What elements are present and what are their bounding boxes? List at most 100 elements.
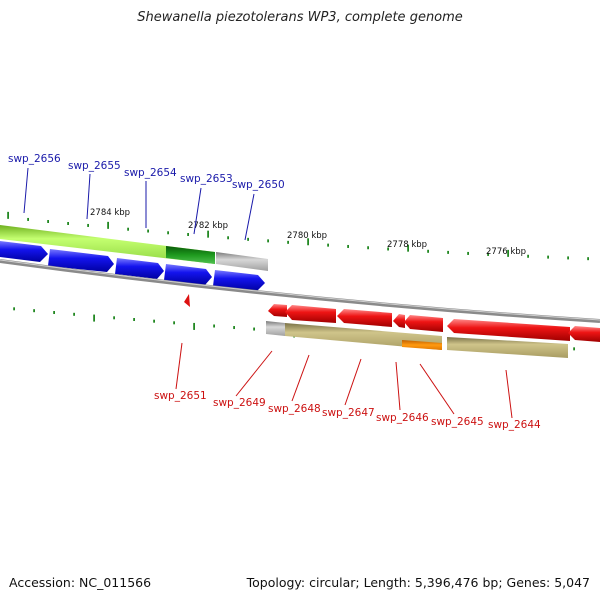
genome-backbone — [0, 259, 600, 323]
tick-mark — [307, 238, 309, 246]
tick-mark — [327, 243, 329, 247]
tick-mark — [87, 223, 89, 227]
tick-mark — [147, 229, 149, 233]
feature-lime — [0, 225, 215, 264]
genome-summary: Topology: circular; Length: 5,396,476 bp… — [246, 575, 590, 590]
tick-mark — [67, 221, 69, 225]
tick-mark — [193, 322, 195, 330]
tick-mark — [287, 240, 289, 244]
reverse-feature-band — [266, 321, 568, 358]
tick-mark — [33, 309, 35, 313]
kbp-label: 2784 kbp — [90, 208, 130, 218]
tick-mark — [153, 319, 155, 323]
forward-gene-label[interactable]: swp_2650 — [232, 179, 285, 191]
tick-mark — [253, 327, 255, 331]
tick-mark — [427, 249, 429, 253]
kbp-label: 2778 kbp — [387, 240, 427, 250]
map-title: Shewanella piezotolerans WP3, complete g… — [137, 10, 463, 25]
tick-mark — [447, 250, 449, 254]
tick-mark — [133, 318, 135, 322]
tick-row-forward — [7, 211, 589, 261]
gene-swp-2646[interactable] — [393, 314, 405, 328]
gene-swp-2655[interactable] — [48, 249, 114, 272]
tick-mark — [233, 326, 235, 330]
leader-line — [23, 167, 29, 214]
gene-swp-2644[interactable] — [447, 319, 570, 341]
tick-mark — [47, 219, 49, 223]
reverse-genes — [268, 304, 600, 342]
leader-line — [244, 193, 255, 241]
reverse-gene-label[interactable]: swp_2651 — [154, 390, 207, 402]
tick-mark — [487, 252, 489, 256]
reverse-gene-label[interactable]: swp_2648 — [268, 403, 321, 415]
origin-marker — [184, 294, 190, 307]
tick-mark — [407, 244, 409, 252]
forward-gene-label[interactable]: swp_2656 — [8, 153, 61, 165]
leader-line — [344, 358, 362, 406]
tick-mark — [213, 324, 215, 328]
tick-mark — [367, 246, 369, 250]
feature-orange-rev — [402, 340, 442, 350]
tick-mark — [227, 236, 229, 240]
tick-mark — [527, 254, 529, 258]
leader-line — [395, 361, 401, 411]
forward-gene-label[interactable]: swp_2653 — [180, 173, 233, 185]
gene-swp-2647[interactable] — [337, 309, 392, 327]
leader-line — [86, 173, 91, 220]
leader-line — [193, 187, 202, 235]
reverse-gene-label[interactable]: swp_2647 — [322, 407, 375, 419]
tick-mark — [567, 256, 569, 260]
tick-mark — [73, 312, 75, 316]
tick-mark — [173, 321, 175, 325]
tick-mark — [93, 314, 95, 322]
tick-mark — [467, 251, 469, 255]
accession-label: Accession: NC_011566 — [9, 575, 152, 590]
tick-mark — [27, 217, 29, 221]
forward-gene-label[interactable]: swp_2655 — [68, 160, 121, 172]
gene-swp-2654[interactable] — [115, 258, 164, 279]
forward-feature-band — [0, 225, 268, 271]
tick-mark — [387, 247, 389, 251]
feature-olive-rev-2 — [447, 337, 568, 358]
tick-mark — [247, 237, 249, 241]
tick-mark — [587, 257, 589, 261]
forward-gene-label[interactable]: swp_2654 — [124, 167, 177, 179]
tick-mark — [107, 221, 109, 229]
tick-mark — [267, 239, 269, 243]
leader-line — [419, 363, 455, 415]
gene-swp-2645[interactable] — [404, 315, 443, 332]
kbp-scale-labels: 2784 kbp 2782 kbp 2780 kbp 2778 kbp 2776 kbp — [90, 208, 526, 257]
tick-mark — [7, 211, 9, 219]
kbp-label: 2780 kbp — [287, 231, 327, 241]
tick-mark — [127, 227, 129, 231]
gene-swp-2653[interactable] — [164, 264, 212, 285]
tick-mark — [13, 307, 15, 311]
reverse-gene-label[interactable]: swp_2645 — [431, 416, 484, 428]
tick-mark — [207, 230, 209, 238]
kbp-label: 2782 kbp — [188, 221, 228, 231]
feature-gray — [216, 252, 268, 271]
tick-mark — [573, 347, 575, 351]
feature-dark-green — [166, 246, 215, 264]
tick-mark — [347, 244, 349, 248]
tick-mark — [187, 232, 189, 236]
reverse-gene-label[interactable]: swp_2649 — [213, 397, 266, 409]
tick-mark — [547, 255, 549, 259]
reverse-gene-label[interactable]: swp_2644 — [488, 419, 541, 431]
gene-swp-2650[interactable] — [213, 270, 265, 291]
leader-line — [235, 350, 273, 397]
reverse-gene-label[interactable]: swp_2646 — [376, 412, 429, 424]
feature-gray-rev — [266, 321, 285, 336]
leader-line — [505, 369, 513, 419]
tick-mark — [113, 316, 115, 320]
tick-mark — [507, 249, 509, 257]
gene-swp-2649[interactable] — [268, 304, 287, 317]
forward-genes — [0, 241, 265, 291]
backbone-highlight — [0, 259, 600, 321]
leader-line — [175, 342, 183, 390]
gene-swp-2648[interactable] — [285, 305, 336, 323]
gene-swp-2656[interactable] — [0, 241, 48, 262]
gene-swp-2643[interactable] — [568, 326, 600, 342]
